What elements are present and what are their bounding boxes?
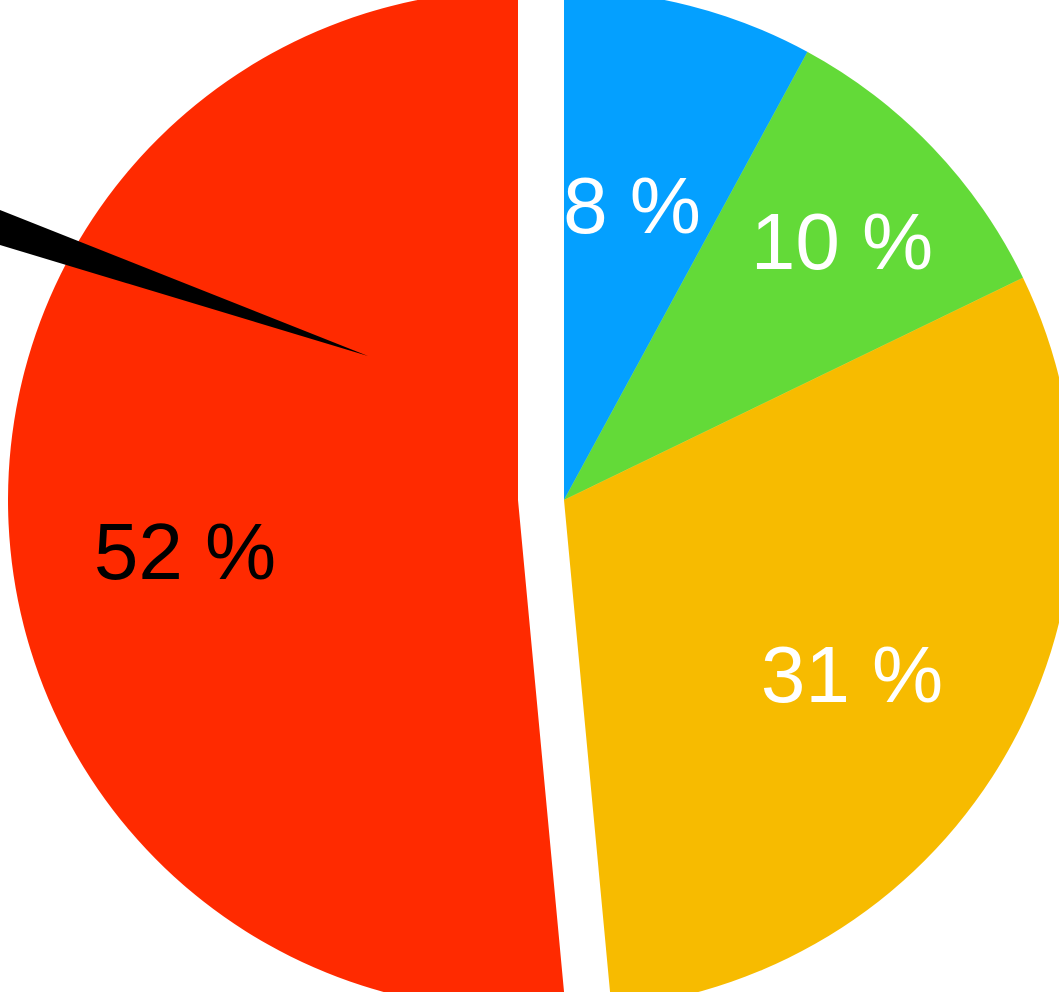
pointer-needle: [0, 210, 368, 356]
slice-labels: 8 % 10 % 31 % 52 %: [94, 161, 943, 719]
pie-slice: [8, 0, 565, 992]
slice-label: 52 %: [94, 507, 276, 596]
pie-slice: [564, 277, 1059, 992]
slice-label: 31 %: [761, 630, 943, 719]
pie-slice: [564, 0, 808, 500]
slice-label: 8 %: [563, 161, 701, 250]
slice-label: 10 %: [751, 197, 933, 286]
pie-slices: [8, 0, 1059, 992]
pie-slice: [564, 51, 1024, 501]
